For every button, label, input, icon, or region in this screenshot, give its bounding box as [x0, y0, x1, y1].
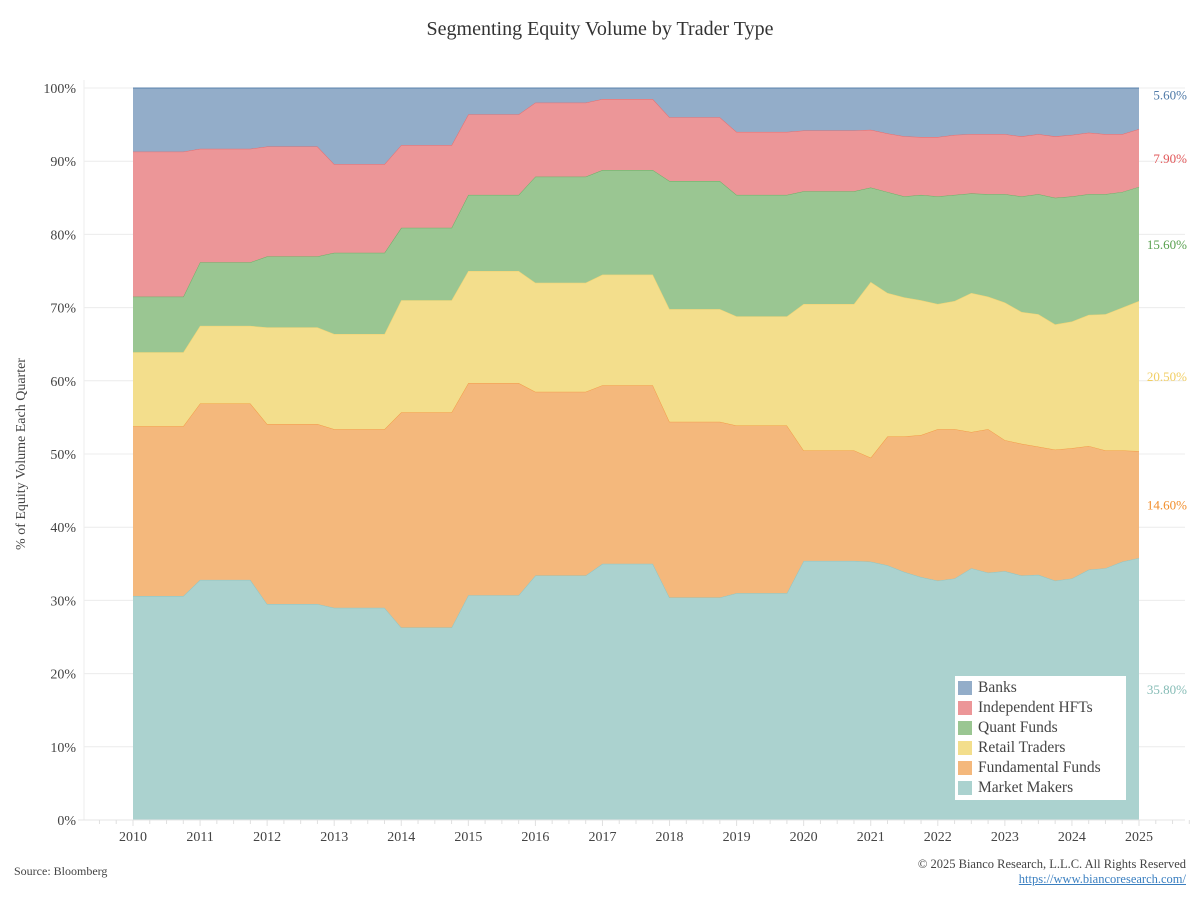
legend-swatch [958, 721, 972, 735]
legend-item-quant-funds[interactable]: Quant Funds [955, 718, 1126, 738]
end-label-retail-traders: 20.50% [1147, 369, 1187, 384]
area-quant-funds [133, 169, 1139, 353]
y-tick-label: 20% [50, 668, 76, 683]
y-tick-label: 40% [50, 521, 76, 536]
legend-swatch [958, 701, 972, 715]
legend-item-banks[interactable]: Banks [955, 678, 1126, 698]
legend-swatch [958, 741, 972, 755]
legend: Banks Independent HFTs Quant Funds Retai… [955, 676, 1126, 800]
area-fundamental-funds [133, 382, 1139, 628]
y-tick-label: 10% [50, 741, 76, 756]
end-label-banks: 5.60% [1153, 87, 1187, 102]
y-tick-label: 90% [50, 155, 76, 170]
legend-swatch [958, 781, 972, 795]
x-tick-label: 2025 [1125, 830, 1153, 845]
x-tick-label: 2014 [387, 830, 415, 845]
x-tick-label: 2016 [521, 830, 549, 845]
end-label-fundamental-funds: 14.60% [1147, 498, 1187, 513]
area-banks [133, 88, 1139, 165]
legend-label: Retail Traders [978, 739, 1066, 756]
legend-item-retail-traders[interactable]: Retail Traders [955, 738, 1126, 758]
axes: 0% 10% 20% 30% 40% 50% 60% 70% 80% 90% 100% 2010 201… [43, 80, 1190, 845]
end-label-market-makers: 35.80% [1147, 682, 1187, 697]
area-retail-traders [133, 271, 1139, 458]
x-tick-label: 2019 [723, 830, 751, 845]
chart-title: Segmenting Equity Volume by Trader Type [426, 18, 774, 40]
y-axis-label: % of Equity Volume Each Quarter [14, 358, 29, 550]
end-labels: 35.80% 14.60% 20.50% 15.60% 7.90% 5.60% [1147, 87, 1187, 696]
legend-label: Quant Funds [978, 719, 1058, 736]
y-tick-label: 30% [50, 594, 76, 609]
y-tick-label: 50% [50, 448, 76, 463]
x-tick-label: 2024 [1058, 830, 1086, 845]
legend-label: Independent HFTs [978, 699, 1093, 716]
x-tick-label: 2011 [186, 830, 213, 845]
source-note: Source: Bloomberg [14, 864, 108, 878]
legend-item-independent-hfts[interactable]: Independent HFTs [955, 698, 1126, 718]
legend-label: Fundamental Funds [978, 759, 1101, 776]
end-label-independent-hfts: 7.90% [1153, 151, 1187, 166]
legend-label: Market Makers [978, 779, 1074, 796]
x-tick-label: 2020 [790, 830, 818, 845]
y-tick-label: 60% [50, 375, 76, 390]
series-areas [133, 87, 1140, 820]
area-market-makers [133, 557, 1139, 820]
x-tick-label: 2017 [588, 830, 616, 845]
x-tick-label: 2015 [454, 830, 482, 845]
legend-label: Banks [978, 679, 1017, 696]
x-tick-label: 2018 [656, 830, 684, 845]
end-label-quant-funds: 15.60% [1147, 237, 1187, 252]
area-independent-hfts [133, 98, 1139, 297]
x-tick-label: 2012 [253, 830, 281, 845]
y-tick-label: 0% [57, 814, 76, 829]
copyright-note: © 2025 Bianco Research, L.L.C. All Right… [917, 857, 1186, 871]
legend-item-fundamental-funds[interactable]: Fundamental Funds [955, 758, 1126, 778]
legend-swatch [958, 761, 972, 775]
y-tick-label: 100% [43, 82, 76, 97]
x-tick-label: 2023 [991, 830, 1019, 845]
website-link[interactable]: https://www.biancoresearch.com/ [1018, 872, 1186, 886]
legend-swatch [958, 681, 972, 695]
x-tick-label: 2021 [857, 830, 885, 845]
x-tick-label: 2010 [119, 830, 147, 845]
y-tick-label: 80% [50, 228, 76, 243]
x-tick-label: 2013 [320, 830, 348, 845]
y-tick-label: 70% [50, 302, 76, 317]
legend-item-market-makers[interactable]: Market Makers [955, 778, 1126, 798]
x-tick-label: 2022 [924, 830, 952, 845]
